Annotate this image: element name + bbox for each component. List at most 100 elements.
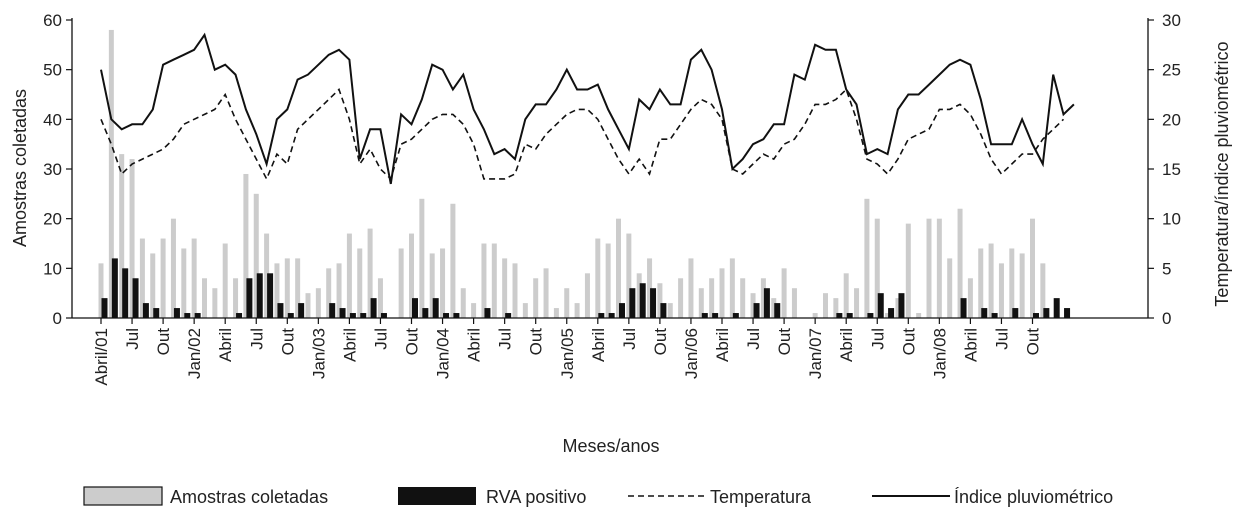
x-tick-label-5: Jul bbox=[247, 328, 266, 350]
bar-amostras-71 bbox=[833, 298, 839, 318]
bar-amostras-47 bbox=[584, 273, 590, 318]
bar-amostras-78 bbox=[905, 223, 911, 318]
bar-amostras-32 bbox=[429, 253, 435, 318]
x-tick-label-11: Jan/04 bbox=[434, 328, 453, 379]
bar-amostras-82 bbox=[947, 258, 953, 318]
bars-rva-positivo bbox=[101, 258, 1071, 318]
bar-amostras-88 bbox=[1009, 248, 1015, 318]
bar-amostras-14 bbox=[243, 173, 249, 318]
x-tick-label-20: Abril bbox=[713, 328, 732, 362]
bar-amostras-45 bbox=[564, 288, 570, 318]
x-tick-label-1: Jul bbox=[123, 328, 142, 350]
bar-rva-61 bbox=[732, 313, 739, 318]
bar-amostras-58 bbox=[698, 288, 704, 318]
bar-amostras-15 bbox=[253, 193, 259, 318]
y-left-tick-label-20: 20 bbox=[43, 210, 62, 229]
bar-rva-72 bbox=[846, 313, 853, 318]
bar-rva-34 bbox=[453, 313, 460, 318]
bar-rva-77 bbox=[898, 293, 905, 318]
bar-amostras-87 bbox=[998, 263, 1004, 318]
bar-amostras-57 bbox=[688, 258, 694, 318]
bar-amostras-2 bbox=[119, 154, 125, 318]
bar-rva-90 bbox=[1033, 313, 1039, 318]
bar-amostras-11 bbox=[212, 288, 218, 318]
bar-amostras-74 bbox=[864, 198, 870, 318]
bar-rva-22 bbox=[329, 303, 336, 318]
bar-amostras-9 bbox=[191, 238, 197, 318]
bar-amostras-84 bbox=[967, 278, 973, 318]
bar-rva-4 bbox=[142, 303, 149, 318]
bar-rva-13 bbox=[236, 313, 243, 318]
bar-rva-7 bbox=[173, 308, 180, 318]
bar-rva-75 bbox=[877, 293, 884, 318]
bar-amostras-13 bbox=[233, 278, 239, 318]
bar-amostras-66 bbox=[781, 268, 787, 318]
bar-amostras-22 bbox=[326, 268, 332, 318]
x-tick-label-15: Jan/05 bbox=[558, 328, 577, 379]
legend-swatch-amostras bbox=[83, 486, 163, 506]
bar-amostras-0 bbox=[98, 263, 104, 318]
bar-amostras-29 bbox=[398, 248, 404, 318]
bar-amostras-36 bbox=[471, 303, 477, 318]
bar-rva-83 bbox=[960, 298, 967, 318]
bar-amostras-67 bbox=[791, 288, 797, 318]
bar-amostras-21 bbox=[315, 288, 321, 318]
bar-amostras-54 bbox=[657, 283, 663, 318]
bar-rva-1 bbox=[111, 258, 118, 318]
bar-amostras-30 bbox=[409, 233, 414, 318]
x-tick-label-28: Abril bbox=[961, 328, 980, 362]
bar-amostras-55 bbox=[667, 303, 673, 318]
x-tick-label-26: Out bbox=[899, 328, 918, 356]
bar-amostras-37 bbox=[481, 243, 487, 318]
y-left-tick-label-60: 60 bbox=[43, 11, 62, 30]
x-tick-label-23: Jan/07 bbox=[806, 328, 825, 379]
x-tick-label-25: Jul bbox=[868, 328, 887, 350]
y-left-tick-label-40: 40 bbox=[43, 110, 62, 129]
bar-amostras-72 bbox=[843, 273, 849, 318]
legend-label-temperatura: Temperatura bbox=[710, 487, 812, 507]
bar-rva-53 bbox=[650, 288, 657, 318]
bar-rva-3 bbox=[132, 278, 139, 318]
bar-rva-0 bbox=[101, 298, 108, 318]
y-right-tick-label-0: 0 bbox=[1162, 309, 1171, 328]
bar-amostras-6 bbox=[160, 238, 166, 318]
x-tick-label-30: Out bbox=[1024, 328, 1043, 356]
x-tick-label-3: Jan/02 bbox=[185, 328, 204, 379]
bar-amostras-4 bbox=[139, 238, 145, 318]
x-tick-label-14: Out bbox=[527, 328, 546, 356]
bars-amostras-coletadas bbox=[98, 29, 1046, 319]
legend: Amostras coletadas RVA positivo Temperat… bbox=[83, 486, 1113, 507]
bar-amostras-62 bbox=[740, 278, 746, 318]
legend-label-rva: RVA positivo bbox=[486, 487, 586, 507]
y-right-tick-label-15: 15 bbox=[1162, 160, 1181, 179]
bar-amostras-91 bbox=[1040, 263, 1046, 318]
bar-amostras-90 bbox=[1030, 218, 1035, 318]
y-right-tick-label-10: 10 bbox=[1162, 210, 1181, 229]
bar-rva-74 bbox=[867, 313, 874, 318]
bar-amostras-24 bbox=[346, 233, 352, 318]
bar-amostras-10 bbox=[202, 278, 207, 318]
x-tick-label-4: Abril bbox=[216, 328, 235, 362]
bar-rva-15 bbox=[256, 273, 263, 318]
bar-rva-9 bbox=[194, 313, 201, 318]
x-axis-ticks: Abril/01 Jul Out Jan/02 Abril Jul Out Jan/03 Abr… bbox=[92, 318, 1043, 386]
bar-rva-49 bbox=[608, 313, 615, 318]
bar-amostras-34 bbox=[450, 203, 456, 318]
y-right-tick-label-25: 25 bbox=[1162, 61, 1181, 80]
bar-amostras-25 bbox=[357, 248, 363, 318]
bar-amostras-35 bbox=[460, 288, 466, 318]
bar-rva-52 bbox=[639, 283, 646, 318]
bar-rva-14 bbox=[246, 278, 253, 318]
legend-swatch-rva bbox=[398, 487, 476, 505]
bar-amostras-31 bbox=[419, 198, 425, 318]
x-tick-label-8: Abril bbox=[340, 328, 359, 362]
bar-rva-16 bbox=[267, 273, 274, 318]
y-left-tick-label-30: 30 bbox=[43, 160, 62, 179]
bar-amostras-12 bbox=[222, 243, 228, 318]
bar-rva-63 bbox=[753, 303, 760, 318]
bar-amostras-19 bbox=[295, 258, 301, 318]
legend-label-indice: Índice pluviométrico bbox=[954, 487, 1113, 507]
line-temperatura bbox=[100, 88, 1065, 181]
bar-amostras-59 bbox=[709, 278, 715, 318]
y-axis-right-ticks: 0 5 10 15 20 25 30 bbox=[1148, 11, 1181, 328]
